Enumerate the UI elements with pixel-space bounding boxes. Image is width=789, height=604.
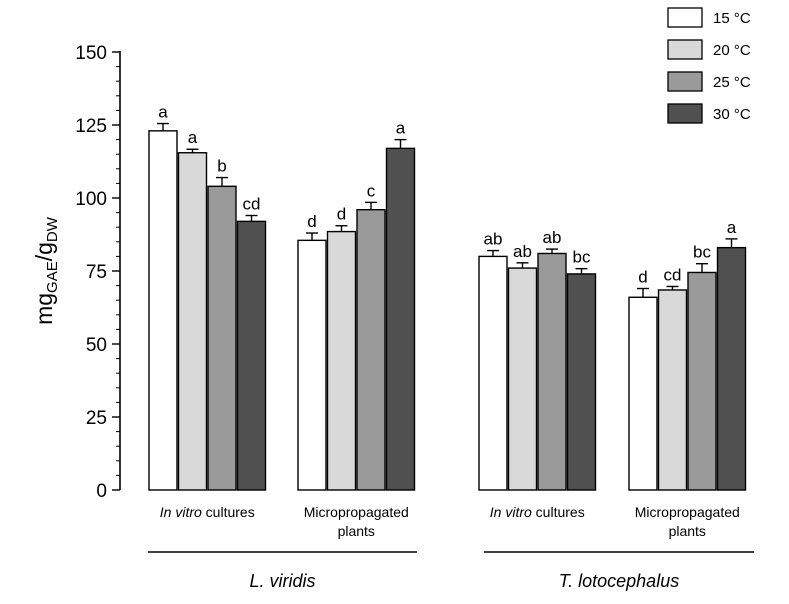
bar <box>356 208 386 491</box>
legend-label: 30 °C <box>713 106 751 123</box>
y-tick-label: 50 <box>86 335 107 356</box>
legend-label: 25 °C <box>713 74 751 91</box>
category-label: Micropropagated <box>304 504 409 520</box>
group-label: L. viridis <box>249 571 315 591</box>
bar <box>207 185 237 491</box>
significance-letter: d <box>638 268 647 287</box>
significance-letter: ab <box>543 228 562 247</box>
legend-label: 15 °C <box>713 10 751 27</box>
bar <box>657 289 688 491</box>
bar <box>537 252 567 491</box>
category-label-line2: plants <box>669 523 706 539</box>
significance-letter: a <box>396 119 406 138</box>
y-axis-title-subscript: DW <box>44 216 61 242</box>
y-tick-label: 25 <box>86 408 107 429</box>
significance-letter: ab <box>484 230 503 249</box>
y-axis-title: mgGAE/gDW <box>31 216 61 325</box>
y-tick-label: 150 <box>75 43 107 64</box>
significance-letter: d <box>337 205 346 224</box>
y-tick-label: 125 <box>75 116 107 137</box>
bar <box>177 152 208 491</box>
category-label-part: Micropropagated <box>304 504 409 520</box>
significance-letter: d <box>307 212 316 231</box>
category-label: Micropropagated <box>635 504 740 520</box>
bar <box>148 130 178 491</box>
bar <box>687 271 717 491</box>
significance-letter: cd <box>243 195 261 214</box>
legend: 15 °C 20 °C 25 °C 30 °C <box>667 7 751 124</box>
category-label: In vitro cultures <box>160 504 255 520</box>
group-label: T. lotocephalus <box>559 571 679 591</box>
bar <box>385 147 416 491</box>
category-label-part: cultures <box>202 504 255 520</box>
bar <box>236 220 267 491</box>
bar <box>507 267 538 491</box>
significance-letter: c <box>367 181 376 200</box>
significance-letter: a <box>188 128 198 147</box>
significance-letter: bc <box>693 243 711 262</box>
y-axis-title-part: /g <box>31 242 57 261</box>
category-label-line2: plants <box>338 523 375 539</box>
bar <box>716 246 747 491</box>
significance-letter: bc <box>573 248 591 267</box>
bar <box>478 255 508 491</box>
bar <box>297 239 327 491</box>
significance-letter: cd <box>664 265 682 284</box>
legend-swatch <box>667 71 703 92</box>
y-tick-label: 100 <box>75 189 107 210</box>
significance-letter: a <box>727 218 737 237</box>
y-tick-label: 75 <box>86 262 107 283</box>
significance-letter: a <box>158 103 168 122</box>
legend-swatch <box>667 7 703 28</box>
y-axis-title-subscript: GAE <box>44 261 61 293</box>
category-label-part: In vitro <box>160 504 202 520</box>
bar <box>566 273 597 491</box>
category-label-part: cultures <box>532 504 585 520</box>
bar <box>628 296 658 491</box>
y-tick-label: 0 <box>96 481 107 502</box>
significance-letter: b <box>217 157 226 176</box>
category-label-part: In vitro <box>490 504 532 520</box>
bar <box>326 230 357 491</box>
significance-letter: ab <box>513 242 532 261</box>
legend-swatch <box>667 39 703 60</box>
category-labels: In vitro cultures Micropropagated plants In… <box>148 504 754 591</box>
y-axis-title-part: mg <box>31 293 57 325</box>
category-label-part: Micropropagated <box>635 504 740 520</box>
legend-swatch <box>667 103 703 124</box>
axes: 0 25 50 75 100 125 150 mgGAE/gDW <box>31 43 121 502</box>
legend-label: 20 °C <box>713 42 751 59</box>
category-label: In vitro cultures <box>490 504 585 520</box>
